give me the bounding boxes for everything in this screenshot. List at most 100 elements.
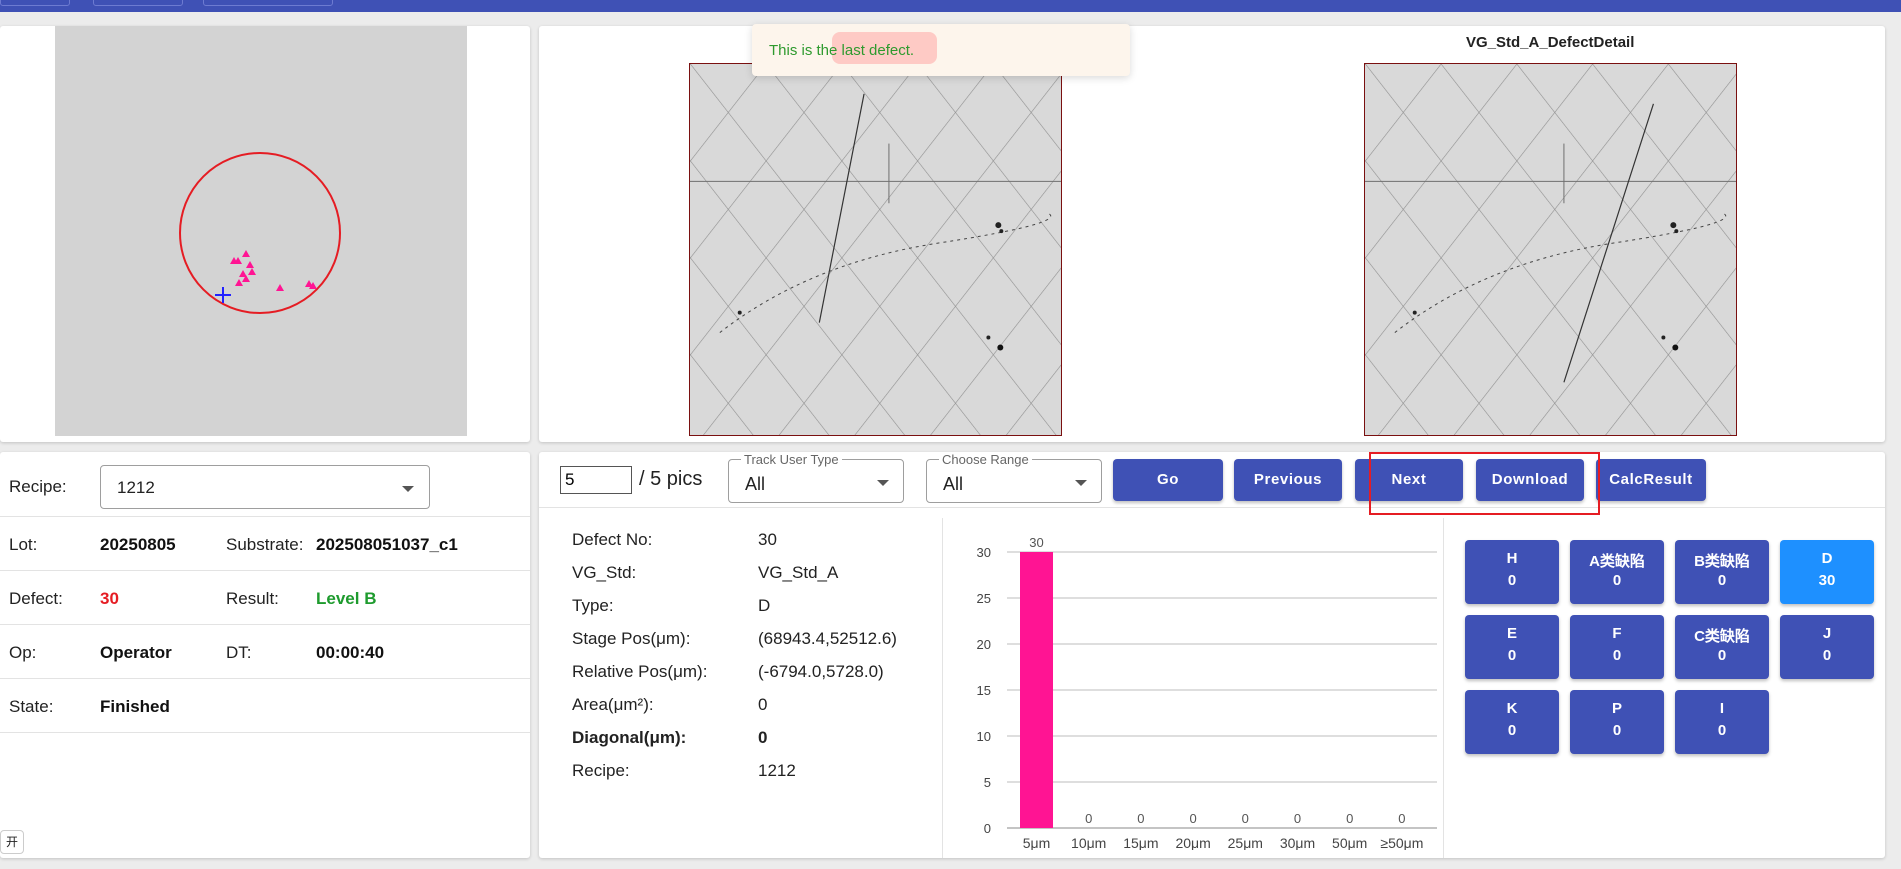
track-user-type-label: Track User Type bbox=[741, 452, 842, 467]
wafer-map-panel bbox=[0, 26, 530, 442]
recipe-label: Recipe: bbox=[9, 477, 67, 496]
defect-marker bbox=[242, 275, 250, 282]
previous-button[interactable]: Previous bbox=[1234, 459, 1342, 501]
recipe-select[interactable]: 1212 bbox=[100, 465, 430, 509]
defect-marker bbox=[234, 257, 242, 264]
defect-marker bbox=[276, 284, 284, 291]
chevron-down-icon bbox=[402, 486, 414, 492]
defect-count-value: 30 bbox=[100, 589, 119, 608]
defect-label: Defect: bbox=[9, 589, 63, 608]
run-info-panel: Recipe: 1212 Lot: 20250805 Substrate: 20… bbox=[0, 452, 530, 858]
toast-notification: This is the last defect. bbox=[752, 24, 1130, 76]
bar-value-label: 0 bbox=[1398, 811, 1405, 826]
y-tick-label: 25 bbox=[977, 591, 991, 606]
detail-value: 30 bbox=[758, 530, 777, 549]
crosshair-marker bbox=[215, 287, 231, 303]
navigation-toolbar: / 5 pics Track User Type All Choose Rang… bbox=[539, 452, 1885, 515]
download-button[interactable]: Download bbox=[1476, 459, 1584, 501]
toast-message: This is the last defect. bbox=[769, 42, 915, 59]
defect-marker bbox=[239, 270, 247, 277]
grade-name: D bbox=[1821, 550, 1833, 567]
grade-count: 0 bbox=[1507, 647, 1517, 664]
defect-marker bbox=[305, 280, 313, 287]
grade-button[interactable]: C类缺陷 0 bbox=[1675, 615, 1769, 679]
bar-value-label: 0 bbox=[1294, 811, 1301, 826]
defect-markers bbox=[230, 250, 317, 291]
dt-label: DT: bbox=[226, 643, 252, 662]
state-value: Finished bbox=[100, 697, 170, 716]
lot-label: Lot: bbox=[9, 535, 38, 554]
grade-count: 30 bbox=[1818, 572, 1836, 589]
x-tick-label: 15μm bbox=[1123, 835, 1158, 850]
toast-highlight bbox=[832, 32, 937, 64]
lot-value: 20250805 bbox=[100, 535, 176, 554]
app-top-bar bbox=[0, 0, 1901, 12]
go-button[interactable]: Go bbox=[1113, 459, 1223, 501]
y-tick-label: 20 bbox=[977, 637, 991, 652]
choose-range-value: All bbox=[943, 474, 964, 494]
choose-range-select[interactable]: Choose Range All bbox=[926, 452, 1102, 503]
grade-button[interactable]: B类缺陷 0 bbox=[1675, 540, 1769, 604]
wafer-map[interactable] bbox=[55, 26, 467, 436]
detail-label: Area(μm²): bbox=[572, 695, 654, 714]
defect-image-detail-svg bbox=[1365, 64, 1736, 435]
detail-label: Recipe: bbox=[572, 761, 630, 780]
grade-name: J bbox=[1822, 625, 1832, 642]
recipe-select-value: 1212 bbox=[117, 478, 155, 497]
bar-value-label: 0 bbox=[1189, 811, 1196, 826]
grade-button[interactable]: D 30 bbox=[1780, 540, 1874, 604]
x-tick-label: 10μm bbox=[1071, 835, 1106, 850]
track-user-type-value: All bbox=[745, 474, 766, 494]
detail-label: Diagonal(μm): bbox=[572, 728, 687, 747]
defect-row: Defect: 30 Result: Level B bbox=[0, 571, 530, 625]
defect-marker bbox=[235, 279, 243, 286]
grade-count: 0 bbox=[1507, 572, 1517, 589]
grade-button[interactable]: A类缺陷 0 bbox=[1570, 540, 1664, 604]
defect-image-original-svg bbox=[690, 64, 1061, 435]
operator-row: Op: Operator DT: 00:00:40 bbox=[0, 625, 530, 679]
top-nav-button[interactable] bbox=[203, 0, 333, 6]
divider bbox=[942, 518, 943, 858]
top-nav-button[interactable] bbox=[93, 0, 183, 6]
grade-name: C类缺陷 bbox=[1694, 628, 1750, 645]
top-nav-button[interactable] bbox=[0, 0, 70, 6]
substrate-value: 202508051037_c1 bbox=[316, 535, 458, 554]
state-row: State: Finished bbox=[0, 679, 530, 733]
highlight-box bbox=[1369, 452, 1600, 515]
grade-count: 0 bbox=[1507, 722, 1517, 739]
detail-label: Type: bbox=[572, 596, 614, 615]
calc-result-button[interactable]: CalcResult bbox=[1596, 459, 1706, 501]
grade-name: K bbox=[1506, 700, 1518, 717]
grade-count: 0 bbox=[1612, 572, 1622, 589]
detail-label: Relative Pos(μm): bbox=[572, 662, 708, 681]
grade-count: 0 bbox=[1822, 647, 1832, 664]
track-user-type-select[interactable]: Track User Type All bbox=[728, 452, 904, 503]
result-label: Result: bbox=[226, 589, 279, 608]
defect-image-original[interactable] bbox=[689, 63, 1062, 436]
substrate-label: Substrate: bbox=[226, 535, 304, 554]
x-tick-label: 20μm bbox=[1175, 835, 1210, 850]
page-number-input[interactable] bbox=[560, 466, 632, 494]
x-tick-label: 5μm bbox=[1023, 835, 1051, 850]
defect-image-detail[interactable] bbox=[1364, 63, 1737, 436]
next-button[interactable]: Next bbox=[1355, 459, 1463, 501]
y-tick-label: 10 bbox=[977, 729, 991, 744]
divider bbox=[1443, 518, 1444, 858]
grade-name: H bbox=[1506, 550, 1518, 567]
grade-count: 0 bbox=[1612, 722, 1622, 739]
y-tick-label: 0 bbox=[984, 821, 991, 836]
start-tag[interactable]: 开始 bbox=[0, 830, 24, 854]
detail-value: VG_Std_A bbox=[758, 563, 839, 582]
chevron-down-icon bbox=[1075, 480, 1087, 486]
detail-label: VG_Std: bbox=[572, 563, 637, 582]
grade-count: 0 bbox=[1612, 647, 1622, 664]
grade-name: F bbox=[1612, 625, 1622, 642]
defect-marker bbox=[309, 282, 317, 289]
